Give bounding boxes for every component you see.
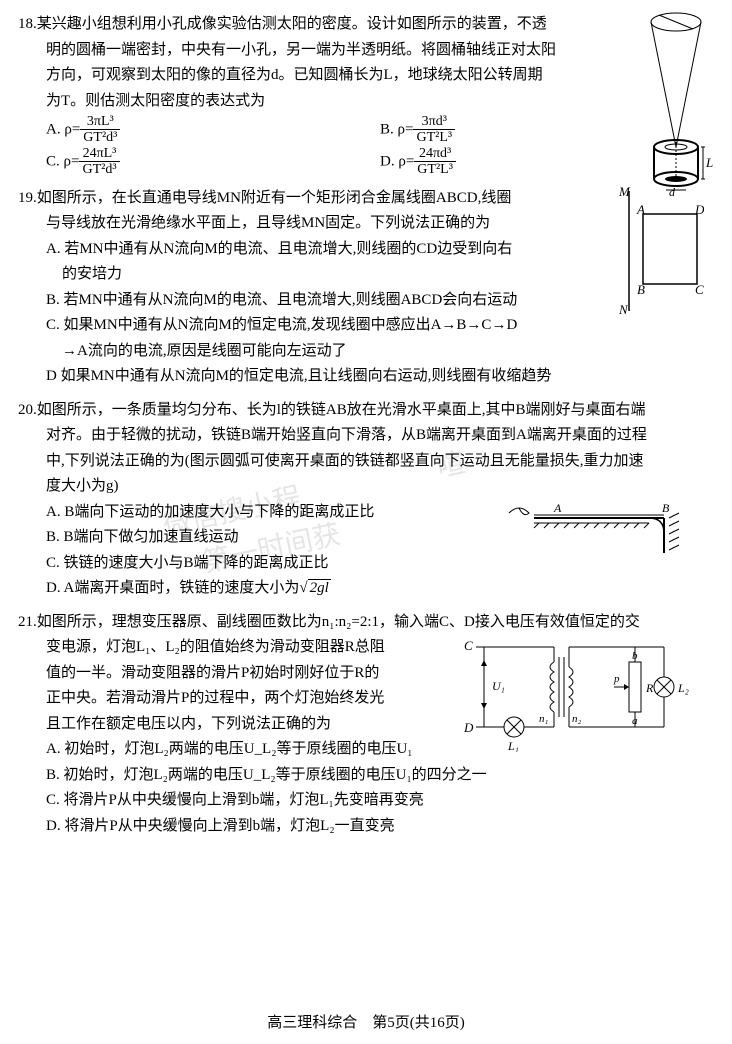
q18-optC: C. ρ=24πL³GT²d³ (46, 146, 380, 178)
svg-text:B: B (637, 282, 645, 297)
page-footer: 高三理科综合 第5页(共16页) (0, 1011, 732, 1037)
q20-line4: 度大小为g) (18, 474, 714, 500)
q19-line1: 19.如图所示，在长直通电导线MN附近有一个矩形闭合金属线圈ABCD,线圈 (18, 186, 714, 212)
q19-optC2: →A流向的电流,原因是线圈可能向左运动了 (18, 339, 714, 365)
svg-text:D: D (694, 202, 704, 217)
wire-loop-diagram-icon: M N A D B C (619, 186, 704, 316)
svg-text:L: L (705, 155, 713, 170)
svg-text:A: A (553, 501, 562, 515)
svg-text:N: N (619, 302, 629, 316)
transformer-circuit-icon: C D L₁ U₁ n₁ n₂ (464, 632, 704, 752)
question-21: 21.如图所示，理想变压器原、副线圈匝数比为n₁:n₂=2:1，输入端C、D接入… (18, 610, 714, 840)
q19-line2: 与导线放在光滑绝缘水平面上，且导线MN固定。下列说法正确的为 (18, 211, 714, 237)
svg-text:a: a (632, 715, 638, 727)
q18-line4: 为T。则估测太阳密度的表达式为 (18, 89, 714, 115)
q18-figure: L d (639, 7, 714, 197)
svg-text:n₁: n₁ (539, 713, 549, 725)
svg-text:b: b (632, 650, 638, 662)
svg-text:C: C (695, 282, 704, 297)
q20-line3: 中,下列说法正确的为(图示圆弧可使离开桌面的铁链都竖直向下运动且无能量损失,重力… (18, 449, 714, 475)
q18-line1: 18.某兴趣小组想利用小孔成像实验估测太阳的密度。设计如图所示的装置，不透 (18, 12, 714, 38)
svg-text:U₁: U₁ (492, 679, 505, 693)
q21-line2: 变电源，灯泡L₁、L₂的阻值始终为滑动变阻器R总阻 (18, 635, 408, 661)
svg-text:C: C (464, 638, 473, 653)
svg-text:n₂: n₂ (572, 713, 582, 725)
q21-line5: 且工作在额定电压以内，下列说法正确的为 (18, 712, 408, 738)
q21-optD: D. 将滑片P从中央缓慢向上滑到b端，灯泡L₂一直变亮 (18, 814, 714, 840)
svg-text:L₁: L₁ (507, 739, 519, 752)
q21-optC: C. 将滑片P从中央缓慢向上滑到b端，灯泡L₁先变暗再变亮 (18, 788, 714, 814)
question-18: 18.某兴趣小组想利用小孔成像实验估测太阳的密度。设计如图所示的装置，不透 明的… (18, 12, 714, 178)
q19-optA1: A. 若MN中通有从N流向M的电流、且电流增大,则线圈的CD边受到向右 (18, 237, 714, 263)
svg-text:L₂: L₂ (677, 681, 689, 695)
q19-optD: D 如果MN中通有从N流向M的恒定电流,且让线圈向右运动,则线圈有收缩趋势 (18, 364, 714, 390)
q19-figure: M N A D B C (619, 186, 704, 316)
q20-figure: A B (504, 498, 704, 558)
q19-optB: B. 若MN中通有从N流向M的电流、且电流增大,则线圈ABCD会向右运动 (18, 288, 714, 314)
q19-optA2: 的安培力 (18, 262, 714, 288)
q20-line2: 对齐。由于轻微的扰动，铁链B端开始竖直向下滑落，从B端离开桌面到A端离开桌面的过… (18, 423, 714, 449)
q18-number: 18. (18, 16, 37, 32)
svg-text:R: R (645, 681, 654, 695)
svg-text:B: B (662, 501, 670, 515)
chain-table-diagram-icon: A B (504, 498, 704, 558)
q20-line1: 20.如图所示，一条质量均匀分布、长为l的铁链AB放在光滑水平桌面上,其中B端刚… (18, 398, 714, 424)
q21-figure: C D L₁ U₁ n₁ n₂ (464, 632, 704, 752)
svg-text:p: p (613, 673, 620, 685)
q18-line2: 明的圆桶一端密封，中央有一小孔，另一端为半透明纸。将圆桶轴线正对太阳 (18, 38, 714, 64)
q20-optD: D. A端离开桌面时，铁链的速度大小为2gl (18, 576, 714, 602)
q21-line3: 值的一半。滑动变阻器的滑片P初始时刚好位于R的 (18, 661, 408, 687)
q18-options: A. ρ=3πL³GT²d³ B. ρ=3πd³GT²L³ C. ρ=24πL³… (18, 114, 714, 178)
svg-text:D: D (464, 720, 474, 735)
q21-line4: 正中央。若滑动滑片P的过程中，两个灯泡始终发光 (18, 686, 408, 712)
question-20: 20.如图所示，一条质量均匀分布、长为l的铁链AB放在光滑水平桌面上,其中B端刚… (18, 398, 714, 602)
pinhole-diagram-icon: L d (639, 7, 714, 197)
q19-optC1: C. 如果MN中通有从N流向M的恒定电流,发现线圈中感应出A→B→C→D (18, 313, 714, 339)
q21-optB: B. 初始时，灯泡L₂两端的电压U_L₂等于原线圈的电压U₁的四分之一 (18, 763, 714, 789)
q18-optA: A. ρ=3πL³GT²d³ (46, 114, 380, 146)
svg-text:M: M (619, 186, 631, 199)
q18-line3: 方向，可观察到太阳的像的直径为d。已知圆桶长为L，地球绕太阳公转周期 (18, 63, 714, 89)
svg-text:A: A (636, 202, 645, 217)
question-19: 19.如图所示，在长直通电导线MN附近有一个矩形闭合金属线圈ABCD,线圈 与导… (18, 186, 714, 390)
